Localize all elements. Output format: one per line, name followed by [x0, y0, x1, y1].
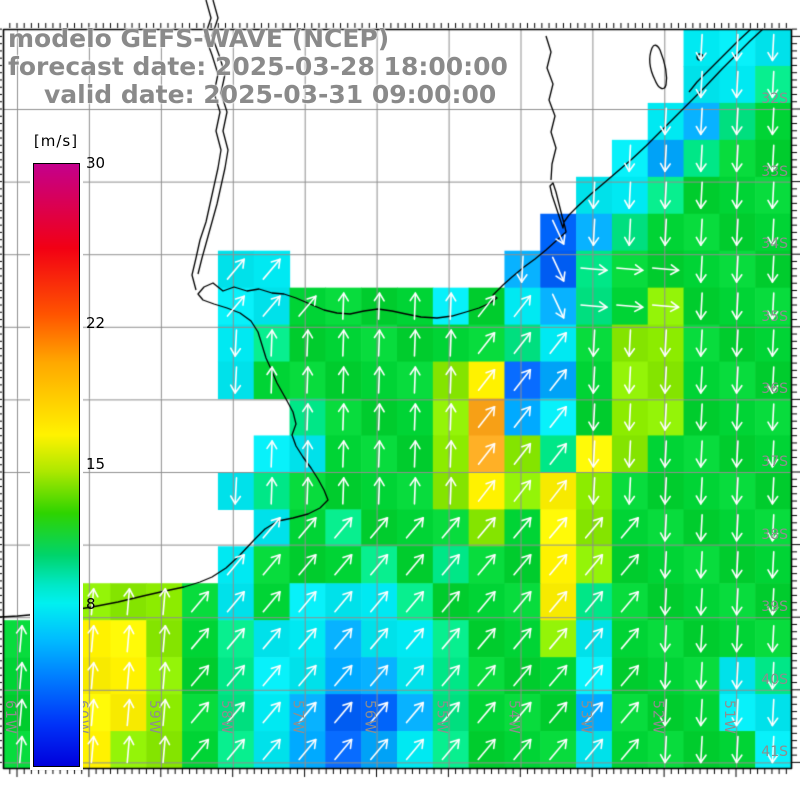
model-title: modelo GEFS-WAVE (NCEP)	[8, 24, 390, 53]
lat-label: 39S	[761, 599, 788, 616]
lat-label: 34S	[761, 236, 788, 253]
lon-label: 54W	[505, 700, 522, 735]
lat-label: 36S	[761, 381, 788, 398]
lat-label: 41S	[761, 744, 788, 761]
lon-label: 61W	[2, 700, 18, 735]
lat-label: 38S	[761, 526, 788, 543]
forecast-date: forecast date: 2025-03-28 18:00:00	[8, 52, 508, 81]
lon-label: 58W	[217, 700, 234, 735]
lon-label: 53W	[577, 700, 594, 735]
lon-label: 57W	[289, 700, 306, 735]
lon-label: 59W	[145, 700, 162, 735]
lon-label: 52W	[649, 700, 666, 735]
lon-label: 55W	[433, 700, 450, 735]
colorbar-tick-label: 8	[86, 595, 96, 613]
lat-label: 40S	[761, 671, 788, 688]
colorbar-unit-label: [m/s]	[33, 132, 79, 150]
lon-label: 51W	[721, 700, 738, 735]
colorbar-tick-label: 15	[86, 455, 106, 473]
colorbar-tick-label: 22	[86, 314, 106, 332]
lat-label: 32S	[761, 91, 788, 107]
lat-label: 33S	[761, 163, 788, 180]
lon-label: 56W	[361, 700, 378, 735]
colorbar-tick-label: 30	[86, 154, 106, 172]
lat-label: 35S	[761, 308, 788, 325]
lat-label: 37S	[761, 454, 788, 470]
colorbar	[33, 163, 80, 767]
valid-date: valid date: 2025-03-31 09:00:00	[44, 80, 497, 109]
